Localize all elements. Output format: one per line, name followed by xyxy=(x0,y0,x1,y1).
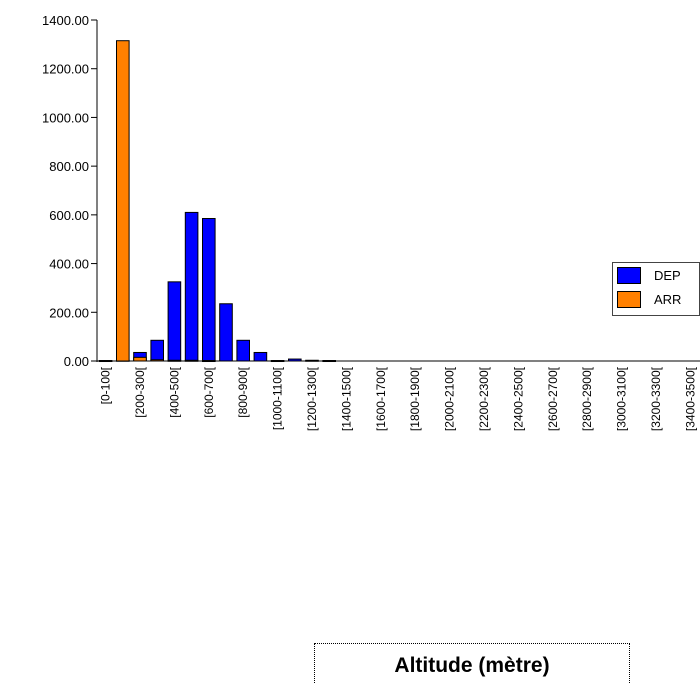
x-tick-label: [2400-2500[ xyxy=(511,366,525,431)
bar-dep xyxy=(236,339,250,362)
bar-arr xyxy=(133,356,147,362)
legend-item-arr: ARR xyxy=(613,289,699,311)
x-axis-title: Altitude (mètre) xyxy=(394,654,550,677)
x-tick-label: [800-900[ xyxy=(236,366,250,417)
bar-dep xyxy=(253,351,268,362)
y-tick-label: 1200.00 xyxy=(42,62,89,77)
y-tick-label: 0.00 xyxy=(64,354,89,369)
legend-label-dep: DEP xyxy=(654,268,681,283)
y-tick-label: 400.00 xyxy=(49,257,89,272)
y-tick-label: 200.00 xyxy=(49,305,89,320)
legend-label-arr: ARR xyxy=(654,292,682,307)
x-tick-label: [2600-2700[ xyxy=(546,366,560,431)
bar-arr xyxy=(167,359,182,362)
bar-arr xyxy=(184,359,199,362)
bar-dep xyxy=(150,339,164,362)
x-tick-label: [3200-3300[ xyxy=(649,366,663,431)
x-tick-label: [200-300[ xyxy=(133,366,147,417)
legend-swatch-dep xyxy=(617,267,641,284)
x-tick-label: [0-100[ xyxy=(99,366,113,404)
x-axis: [0-100[ [200-300[ [400-500[ [600-700[ [800-9… xyxy=(97,360,700,431)
legend: DEP ARR xyxy=(612,262,700,316)
x-tick-label: [1600-1700[ xyxy=(374,366,388,431)
x-tick-label: [3000-3100[ xyxy=(615,366,629,431)
x-tick-label: [2800-2900[ xyxy=(580,366,594,431)
y-tick-label: 1400.00 xyxy=(42,13,89,28)
bar-dep xyxy=(167,281,182,362)
x-tick-label: [1400-1500[ xyxy=(339,366,353,431)
x-tick-label: [400-500[ xyxy=(167,366,181,417)
bar-dep xyxy=(322,360,336,363)
y-axis: 0.00 200.00 400.00 600.00 800.00 1000.00 1200.… xyxy=(42,13,98,369)
x-tick-label: [1000-1100[ xyxy=(271,366,285,430)
bar-dep xyxy=(270,360,285,363)
x-tick-label: [2000-2100[ xyxy=(443,366,457,431)
bar-dep xyxy=(219,303,233,362)
bar-dep xyxy=(288,358,302,362)
x-tick-label: [1800-1900[ xyxy=(408,366,422,431)
x-tick-label: [2200-2300[ xyxy=(477,366,491,431)
legend-swatch-arr xyxy=(617,291,641,308)
bars xyxy=(98,40,336,363)
bar-arr xyxy=(202,360,216,363)
bar-arr xyxy=(116,40,130,362)
x-tick-label: [600-700[ xyxy=(202,366,216,417)
x-tick-label: [3400-3500[ xyxy=(683,366,697,431)
y-tick-label: 1000.00 xyxy=(42,110,89,125)
bar-dep xyxy=(184,211,199,362)
legend-item-dep: DEP xyxy=(613,265,699,287)
y-tick-label: 800.00 xyxy=(49,159,89,174)
x-tick-label: [1200-1300[ xyxy=(305,366,319,431)
y-tick-label: 600.00 xyxy=(49,208,89,223)
x-axis-title-box: Altitude (mètre) xyxy=(314,643,630,683)
bar-arr xyxy=(150,359,164,362)
bar-dep xyxy=(305,359,319,362)
bar-dep xyxy=(202,218,216,362)
bar-dep xyxy=(98,360,113,363)
